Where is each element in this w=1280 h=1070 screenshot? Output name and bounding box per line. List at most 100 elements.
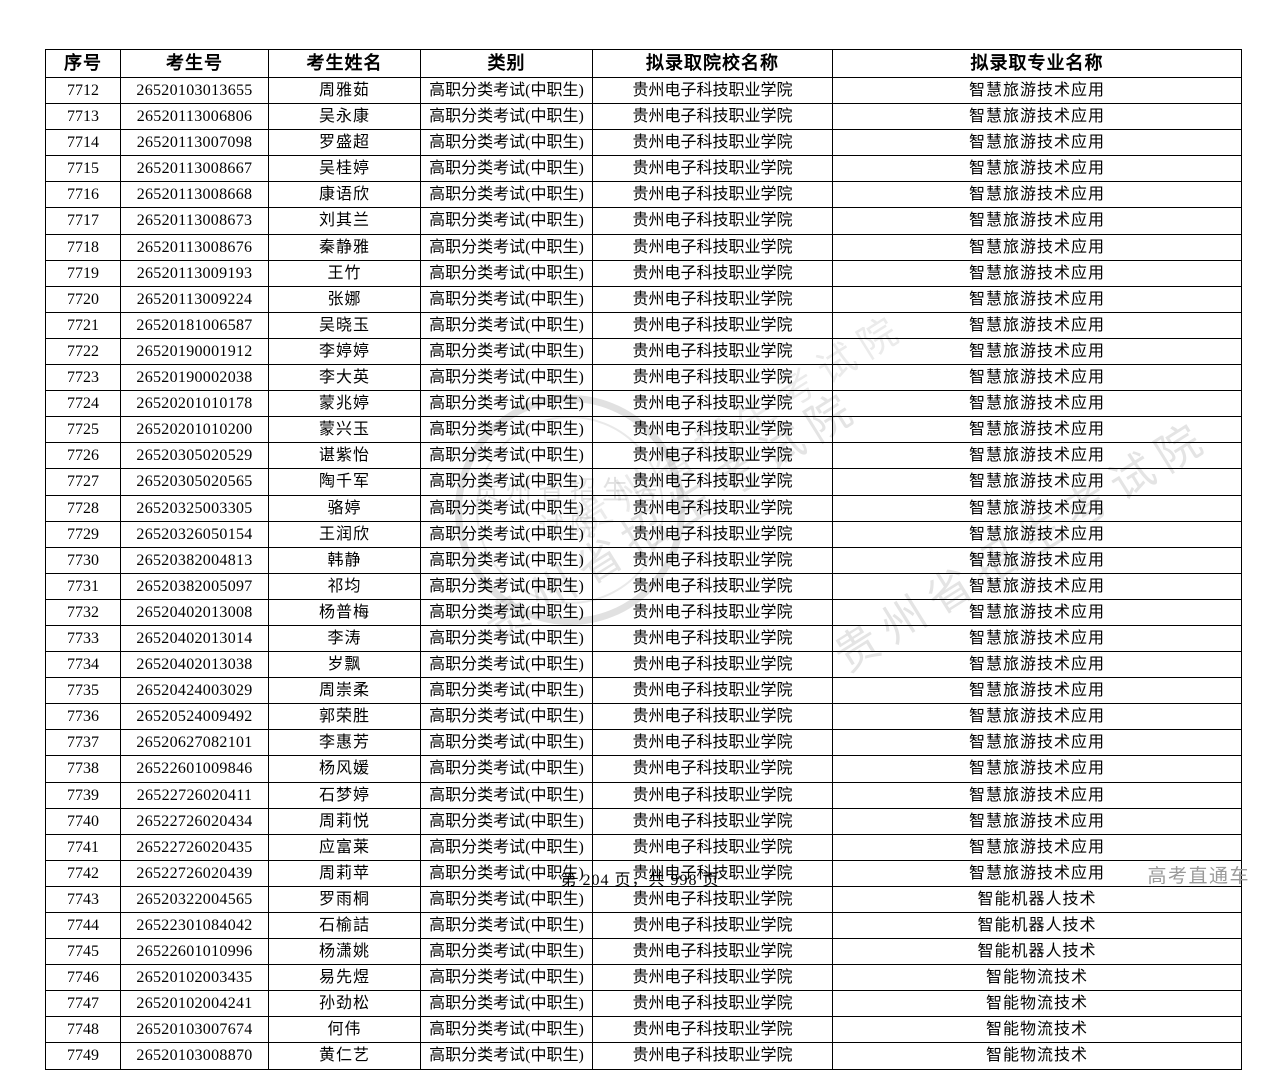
cell-school: 贵州电子科技职业学院 [592,938,833,966]
cell-sequence: 7736 [45,703,121,731]
table-row: 7727 26520305020565 陶千军 高职分类考试(中职生) 贵州电子科技职业… [45,468,1242,496]
cell-category: 高职分类考试(中职生) [420,572,593,600]
cell-category: 高职分类考试(中职生) [420,390,593,418]
cell-school: 贵州电子科技职业学院 [592,416,833,444]
cell-major: 智能机器人技术 [832,938,1242,966]
table-row: 7719 26520113009193 王竹 高职分类考试(中职生) 贵州电子科技职业学… [45,259,1242,287]
table-row: 7724 26520201010178 蒙兆婷 高职分类考试(中职生) 贵州电子科技职业… [45,390,1242,418]
cell-major: 智能物流技术 [832,964,1242,992]
cell-sequence: 7714 [45,129,121,157]
table-row: 7731 26520382005097 祁均 高职分类考试(中职生) 贵州电子科技职业学… [45,572,1242,600]
cell-category: 高职分类考试(中职生) [420,311,593,339]
table-row: 7730 26520382004813 韩静 高职分类考试(中职生) 贵州电子科技职业学… [45,546,1242,574]
cell-sequence: 7742 [45,859,121,887]
cell-candidate-name: 祁均 [268,572,421,600]
cell-sequence: 7722 [45,337,121,366]
cell-sequence: 7727 [45,468,121,496]
cell-category: 高职分类考试(中职生) [420,859,593,887]
cell-candidate-number: 26522726020439 [120,859,269,887]
cell-candidate-name: 王竹 [268,259,421,287]
cell-category: 高职分类考试(中职生) [420,207,593,235]
cell-sequence: 7744 [45,911,121,940]
table-row: 7732 26520402013008 杨普梅 高职分类考试(中职生) 贵州电子科技职业… [45,598,1242,626]
column-header-category: 类别 [420,49,593,78]
cell-candidate-name: 刘其兰 [268,207,421,235]
cell-category: 高职分类考试(中职生) [420,494,593,522]
cell-candidate-number: 26520190002038 [120,364,269,392]
cell-school: 贵州电子科技职业学院 [592,155,833,183]
cell-major: 智慧旅游技术应用 [832,781,1242,809]
cell-category: 高职分类考试(中职生) [420,911,593,940]
table-row: 7713 26520113006806 吴永康 高职分类考试(中职生) 贵州电子科技职业… [45,103,1242,131]
cell-major: 智能物流技术 [832,1016,1242,1044]
cell-candidate-name: 吴永康 [268,103,421,131]
cell-candidate-name: 骆婷 [268,494,421,522]
cell-sequence: 7725 [45,416,121,444]
cell-category: 高职分类考试(中职生) [420,337,593,366]
cell-school: 贵州电子科技职业学院 [592,233,833,261]
cell-sequence: 7724 [45,390,121,418]
cell-candidate-number: 26520627082101 [120,729,269,757]
cell-category: 高职分类考试(中职生) [420,755,593,783]
cell-category: 高职分类考试(中职生) [420,651,593,679]
cell-category: 高职分类考试(中职生) [420,964,593,992]
cell-school: 贵州电子科技职业学院 [592,911,833,940]
cell-category: 高职分类考试(中职生) [420,1016,593,1044]
cell-candidate-name: 李婷婷 [268,337,421,366]
cell-candidate-name: 王润欣 [268,520,421,548]
cell-candidate-number: 26520113008667 [120,155,269,183]
cell-candidate-name: 李大英 [268,364,421,392]
cell-candidate-number: 26522301084042 [120,911,269,940]
cell-candidate-number: 26520382005097 [120,572,269,600]
cell-category: 高职分类考试(中职生) [420,364,593,392]
table-row: 7745 26522601010996 杨潇姚 高职分类考试(中职生) 贵州电子科技职业… [45,938,1242,966]
cell-category: 高职分类考试(中职生) [420,76,593,105]
cell-school: 贵州电子科技职业学院 [592,468,833,496]
cell-sequence: 7720 [45,285,121,313]
cell-candidate-name: 何伟 [268,1016,421,1044]
cell-major: 智慧旅游技术应用 [832,755,1242,783]
cell-candidate-number: 26520305020565 [120,468,269,496]
column-header-candidate-number: 考生号 [120,49,269,78]
table-row: 7734 26520402013038 岁飘 高职分类考试(中职生) 贵州电子科技职业学… [45,651,1242,679]
cell-school: 贵州电子科技职业学院 [592,1016,833,1044]
cell-major: 智慧旅游技术应用 [832,677,1242,705]
cell-candidate-name: 杨潇姚 [268,938,421,966]
cell-category: 高职分类考试(中职生) [420,129,593,157]
cell-major: 智慧旅游技术应用 [832,703,1242,731]
column-header-candidate-name: 考生姓名 [268,49,421,78]
table-row: 7712 26520103013655 周雅茹 高职分类考试(中职生) 贵州电子科技职业… [45,76,1242,105]
cell-school: 贵州电子科技职业学院 [592,103,833,131]
cell-major: 智慧旅游技术应用 [832,598,1242,626]
cell-candidate-number: 26520305020529 [120,442,269,470]
cell-candidate-name: 杨普梅 [268,598,421,626]
cell-school: 贵州电子科技职业学院 [592,781,833,809]
cell-school: 贵州电子科技职业学院 [592,181,833,209]
cell-candidate-name: 郭荣胜 [268,703,421,731]
cell-category: 高职分类考试(中职生) [420,233,593,261]
cell-candidate-name: 吴桂婷 [268,155,421,183]
cell-sequence: 7738 [45,755,121,783]
table-row: 7717 26520113008673 刘其兰 高职分类考试(中职生) 贵州电子科技职业… [45,207,1242,235]
cell-category: 高职分类考试(中职生) [420,468,593,496]
cell-candidate-number: 26520113009224 [120,285,269,313]
cell-major: 智慧旅游技术应用 [832,442,1242,470]
cell-major: 智慧旅游技术应用 [832,807,1242,835]
page-footer: 第 204 页，共 998 页 [560,872,720,889]
cell-major: 智慧旅游技术应用 [832,546,1242,574]
cell-major: 智慧旅游技术应用 [832,364,1242,392]
cell-candidate-name: 康语欣 [268,181,421,209]
cell-candidate-number: 26520402013014 [120,624,269,653]
cell-candidate-number: 26520103008870 [120,1042,269,1070]
cell-candidate-name: 周莉苹 [268,859,421,887]
cell-school: 贵州电子科技职业学院 [592,337,833,366]
cell-candidate-name: 李惠芳 [268,729,421,757]
cell-candidate-number: 26522726020434 [120,807,269,835]
cell-school: 贵州电子科技职业学院 [592,755,833,783]
table-row: 7741 26522726020435 应富莱 高职分类考试(中职生) 贵州电子科技职业… [45,833,1242,861]
cell-candidate-number: 26520102003435 [120,964,269,992]
cell-sequence: 7721 [45,311,121,339]
cell-school: 贵州电子科技职业学院 [592,259,833,287]
cell-category: 高职分类考试(中职生) [420,624,593,653]
cell-school: 贵州电子科技职业学院 [592,390,833,418]
